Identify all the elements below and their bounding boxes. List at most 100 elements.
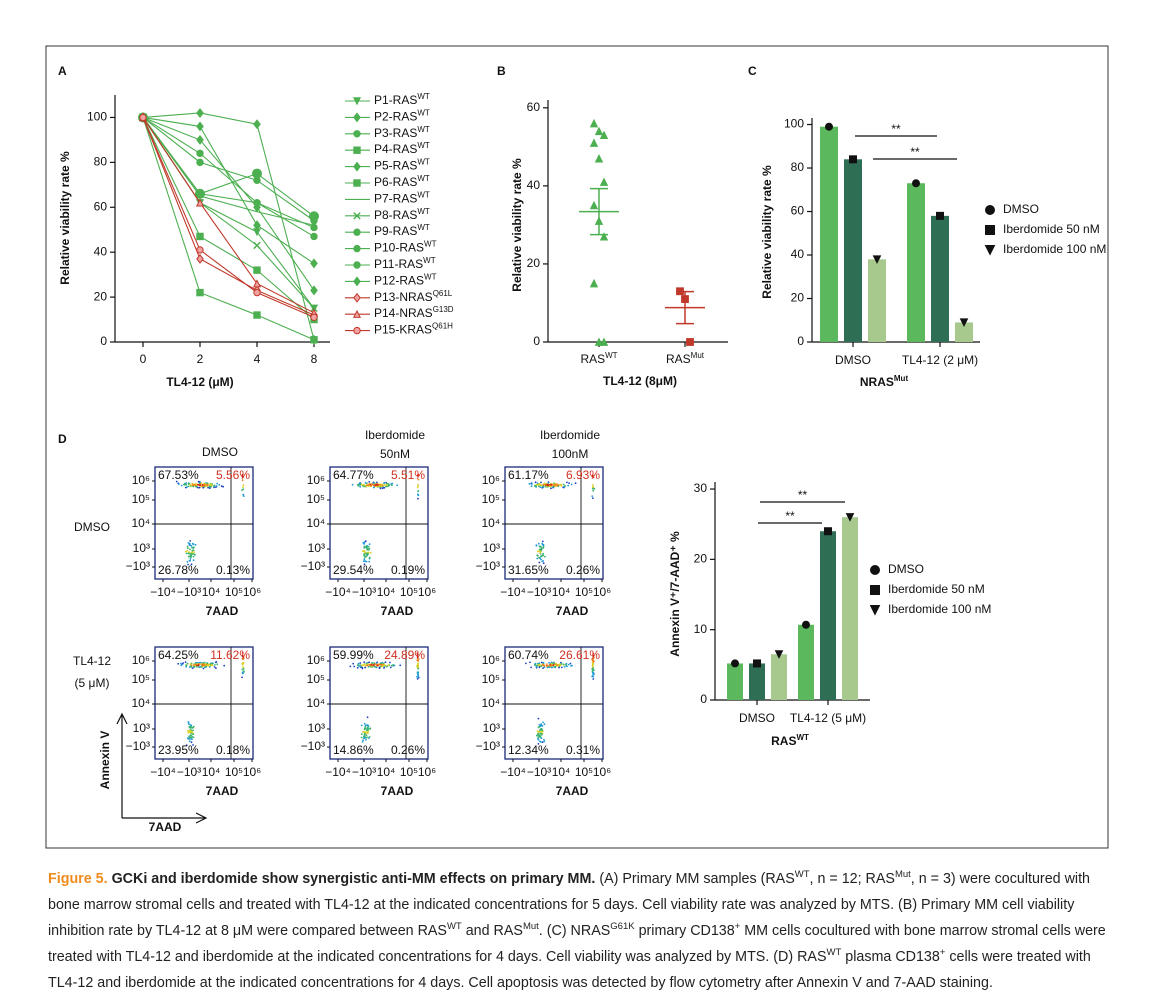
flow-x-tick-label: 10⁶ — [418, 585, 436, 599]
density-dot — [543, 666, 546, 668]
marker — [196, 121, 204, 132]
density-dot — [542, 661, 545, 664]
flow-y-tick-label: 10³ — [308, 721, 325, 735]
flow-x-tick-label: 10⁶ — [243, 765, 261, 779]
flow-x-tick-label: 10⁶ — [243, 585, 261, 599]
flow-x-label: 7AAD — [381, 784, 414, 798]
series-line — [142, 116, 315, 291]
density-dot — [201, 665, 204, 667]
density-dot — [369, 728, 371, 730]
bar — [749, 663, 765, 700]
density-dot — [215, 485, 218, 488]
flow-x-tick-label: −10⁴ — [325, 585, 351, 599]
quadrant-value: 0.26% — [566, 563, 600, 577]
column-title: Iberdomide — [540, 428, 600, 442]
density-dot — [536, 730, 539, 733]
density-dot — [540, 549, 542, 552]
legend-label: Iberdomide 50 nM — [888, 582, 985, 596]
density-dot — [541, 543, 544, 546]
density-dot — [189, 483, 191, 486]
caption-normal: , n = 12; RAS — [809, 871, 895, 887]
marker — [353, 261, 361, 269]
flow-x-tick-label: 10⁶ — [418, 765, 436, 779]
legend-label: P7-RASWT — [374, 190, 430, 206]
density-dot — [188, 735, 191, 738]
marker — [686, 338, 694, 346]
density-dot — [360, 724, 363, 727]
x-tick-label: DMSO — [739, 711, 775, 725]
density-dot — [175, 480, 178, 483]
density-dot — [368, 485, 370, 488]
density-dot — [205, 665, 208, 668]
flow-x-tick-label: −10³ — [527, 585, 551, 599]
density-dot — [542, 667, 544, 669]
density-dot — [366, 545, 369, 548]
density-dot — [356, 666, 359, 669]
caption-sup: G61K — [610, 921, 635, 933]
density-dot — [562, 483, 565, 486]
bar — [907, 183, 925, 342]
flow-y-tick-label: 10⁶ — [482, 473, 500, 487]
density-dot — [391, 484, 393, 487]
density-dot — [363, 545, 366, 548]
density-dot — [208, 487, 211, 490]
y-tick-label: 60 — [791, 204, 805, 218]
density-dot — [214, 661, 217, 664]
density-dot — [374, 663, 376, 665]
marker — [353, 326, 361, 335]
legend-label: P2-RASWT — [374, 108, 430, 124]
density-dot — [365, 553, 368, 555]
marker — [353, 292, 361, 303]
y-tick-label: 0 — [100, 334, 107, 348]
series-line — [142, 117, 315, 217]
density-dot — [363, 736, 366, 739]
quadrant-value: 59.99% — [333, 648, 374, 662]
density-dot — [567, 663, 570, 666]
column-title: DMSO — [202, 445, 238, 459]
legend-label-sup: G13D — [433, 305, 454, 314]
density-dot — [537, 734, 540, 736]
density-dot — [553, 484, 556, 487]
density-dot — [370, 484, 372, 487]
quadrant-value: 0.18% — [216, 743, 250, 757]
legend-label: P12-RASWT — [374, 272, 437, 288]
marker — [353, 244, 361, 253]
density-dot — [192, 736, 195, 739]
density-dot — [593, 672, 595, 675]
density-dot — [365, 739, 367, 741]
flow-x-tick-label: 10⁵ — [400, 585, 418, 599]
legend-label: Iberdomide 50 nM — [1003, 222, 1100, 236]
flow-y-tick-label: 10³ — [133, 541, 150, 555]
legend-label: DMSO — [1003, 202, 1039, 216]
density-dot — [360, 733, 363, 736]
legend-label-sup: WT — [417, 124, 430, 133]
marker — [196, 253, 204, 264]
density-dot — [530, 483, 533, 485]
bar — [820, 126, 838, 342]
density-dot — [192, 729, 194, 732]
density-dot — [202, 667, 205, 670]
density-dot — [372, 664, 375, 666]
density-dot — [544, 482, 546, 485]
x-tick-label: 2 — [197, 352, 204, 366]
flow-x-tick-label: −10³ — [177, 765, 201, 779]
density-dot — [530, 485, 533, 487]
legend-label-sup: WT — [417, 157, 430, 166]
panel-label: C — [748, 64, 757, 78]
density-dot — [215, 667, 217, 669]
y-tick-label: 0 — [533, 334, 540, 348]
marker — [253, 220, 261, 231]
marker — [731, 659, 739, 668]
density-dot — [552, 662, 555, 665]
density-dot — [550, 483, 553, 486]
flow-x-tick-label: 10⁴ — [202, 585, 221, 599]
density-dot — [241, 652, 244, 654]
marker — [353, 179, 361, 187]
density-dot — [540, 723, 543, 725]
density-dot — [563, 665, 566, 668]
legend-label-main: P7-RAS — [374, 192, 417, 206]
legend-label-sup: WT — [417, 92, 430, 101]
marker — [936, 211, 944, 220]
legend-label-sup: Q61H — [432, 321, 453, 330]
density-dot — [541, 741, 544, 744]
